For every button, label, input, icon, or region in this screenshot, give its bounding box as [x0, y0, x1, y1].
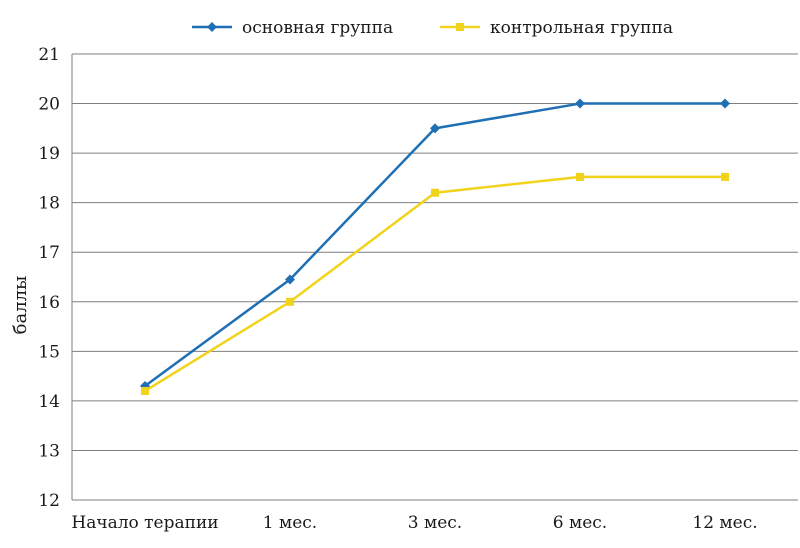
point-s0-3: [575, 98, 585, 109]
legend-marker-1: [456, 23, 464, 31]
y-tick-19: 19: [38, 144, 60, 164]
x-tick-2: 3 мес.: [408, 513, 462, 533]
point-s0-2: [430, 123, 440, 134]
legend-marker-0: [207, 22, 217, 32]
point-s1-4: [721, 172, 729, 181]
y-tick-13: 13: [38, 441, 60, 461]
y-tick-labels: 12 13 14 15 16 17 18 19 20 21: [38, 45, 60, 511]
x-tick-1: 1 мес.: [263, 513, 317, 533]
x-tick-0: Начало терапии: [71, 513, 218, 533]
point-s0-4: [720, 98, 730, 109]
series-line-0: [144, 102, 725, 388]
legend: основная группа контрольная группа: [192, 18, 673, 38]
y-tick-16: 16: [38, 293, 60, 313]
point-s0-1: [285, 274, 295, 285]
y-tick-21: 21: [38, 45, 60, 65]
x-tick-3: 6 мес.: [553, 513, 607, 533]
series-layer: [140, 98, 730, 395]
y-tick-14: 14: [38, 392, 60, 412]
point-s1-1: [286, 297, 294, 306]
point-s1-2: [431, 188, 439, 197]
legend-label-1: контрольная группа: [490, 18, 673, 38]
y-axis-title: баллы: [10, 276, 31, 335]
y-tick-12: 12: [38, 491, 60, 511]
y-tick-17: 17: [38, 243, 60, 263]
series-line-1: [144, 175, 725, 393]
grid: [71, 53, 798, 501]
y-tick-15: 15: [38, 342, 60, 362]
legend-label-0: основная группа: [242, 18, 393, 38]
y-tick-20: 20: [38, 95, 60, 115]
point-s1-0: [141, 386, 149, 395]
x-tick-4: 12 мес.: [692, 513, 757, 533]
x-tick-labels: Начало терапии 1 мес. 3 мес. 6 мес. 12 мес.: [71, 513, 757, 533]
point-s1-3: [576, 172, 584, 181]
y-tick-18: 18: [38, 194, 60, 214]
